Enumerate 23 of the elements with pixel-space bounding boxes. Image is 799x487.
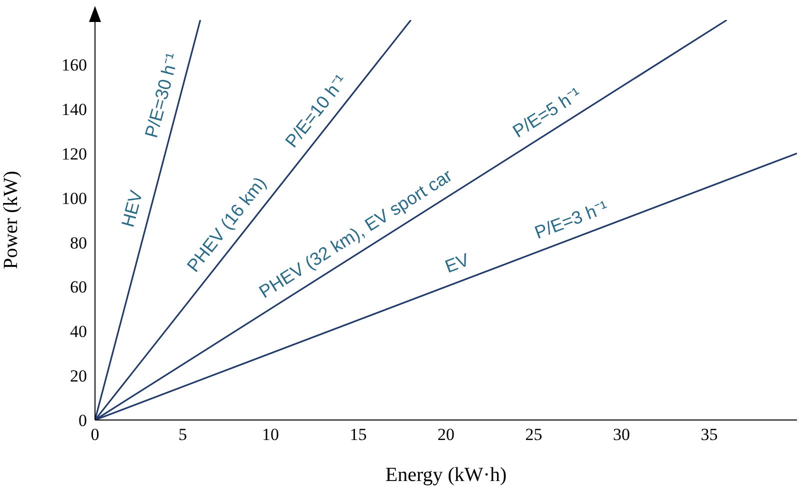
x-tick-label: 20 <box>438 425 454 444</box>
y-tick-label: 100 <box>62 188 87 208</box>
x-tick-label: 30 <box>613 425 630 444</box>
annotation: EV <box>442 250 472 277</box>
annotation: HEV <box>118 188 146 230</box>
annotation: P/E=3 h⁻¹ <box>532 196 611 243</box>
y-tick-label: 80 <box>70 233 87 252</box>
y-tick-label: 120 <box>62 144 87 164</box>
x-tick-label: 10 <box>262 425 279 444</box>
y-tick-label: 140 <box>62 100 87 119</box>
annotation: P/E=30 h⁻¹ <box>141 51 183 140</box>
x-tick-label: 35 <box>700 425 718 444</box>
y-axis-title: Power (kW) <box>0 170 22 270</box>
x-axis-title: Energy (kW·h) <box>385 464 507 486</box>
y-tick-label: 0 <box>78 411 87 430</box>
y-tick-label: 60 <box>70 278 87 297</box>
x-tick-label: 15 <box>350 425 367 444</box>
x-tick-label: 25 <box>525 425 542 444</box>
y-tick-label: 20 <box>70 366 87 386</box>
y-tick-label: 160 <box>62 55 87 74</box>
x-tick-label: 0 <box>90 425 100 444</box>
y-tick-label: 40 <box>70 322 87 342</box>
x-tick-label: 5 <box>178 425 187 444</box>
